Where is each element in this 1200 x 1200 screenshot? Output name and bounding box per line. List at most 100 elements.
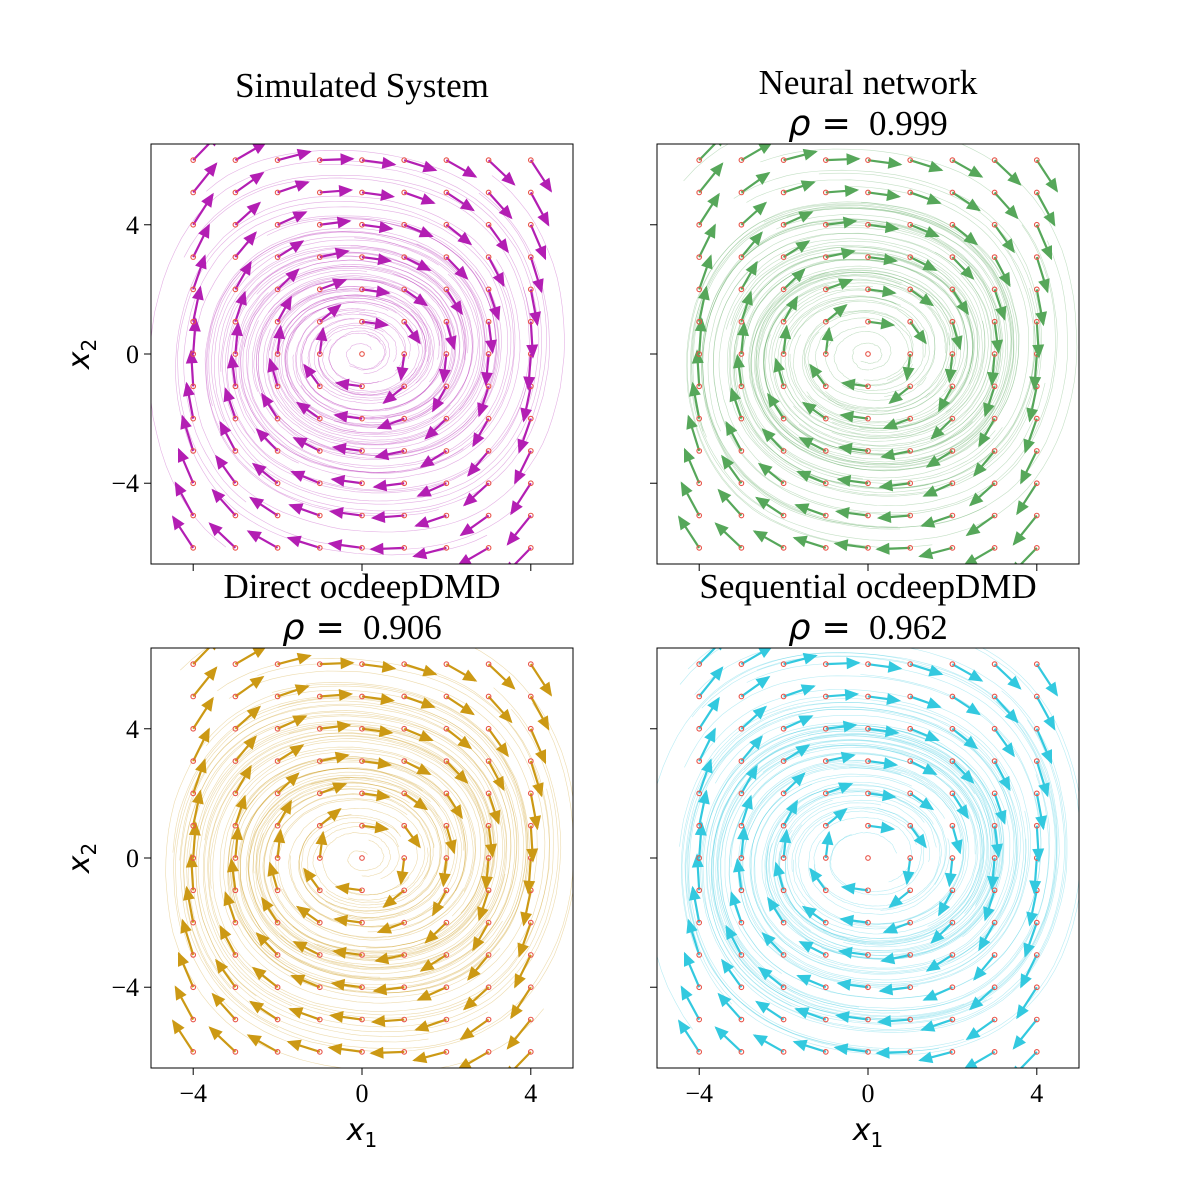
arrow-head: [1035, 815, 1047, 831]
arrow: [485, 318, 497, 355]
arrow-head: [396, 366, 409, 382]
arrow: [794, 503, 829, 519]
arrow-head: [485, 339, 497, 355]
arrow-head: [372, 983, 388, 996]
start-point: [359, 984, 365, 991]
trajectory-line: [322, 832, 410, 896]
arrow-head: [721, 454, 735, 470]
arrow: [878, 479, 914, 492]
arrow-head: [800, 180, 816, 192]
start-point: [232, 448, 239, 454]
arrow: [822, 304, 848, 325]
start-point: [443, 318, 450, 325]
arrow: [1033, 189, 1056, 227]
start-point: [316, 544, 323, 551]
start-point: [738, 415, 745, 422]
start-point: [949, 758, 956, 764]
arrow: [678, 515, 703, 551]
arrow: [907, 189, 942, 205]
arrow-head: [492, 775, 505, 792]
arrow-head: [809, 363, 823, 379]
arrow-head: [882, 285, 897, 298]
arrow-head: [707, 192, 720, 208]
arrow: [1014, 544, 1040, 564]
start-point: [190, 286, 197, 293]
arrow: [374, 952, 408, 965]
trajectory-line: [773, 790, 941, 931]
arrow-head: [333, 914, 348, 927]
arrow: [938, 383, 956, 413]
start-point: [527, 919, 534, 926]
arrow: [316, 782, 348, 797]
arrow: [510, 480, 534, 516]
arrow-head: [340, 153, 355, 166]
arrow-head: [922, 259, 938, 271]
arrow: [219, 420, 239, 454]
arrow-head: [329, 1011, 344, 1023]
arrow-head: [418, 730, 434, 742]
arrow: [416, 480, 450, 497]
arrow-head: [377, 253, 393, 266]
trajectory-line: [741, 259, 996, 479]
arrow: [190, 192, 214, 228]
arrow: [949, 157, 984, 178]
trajectory-line: [808, 817, 951, 915]
start-point: [190, 512, 197, 519]
start-point: [316, 254, 323, 260]
arrow-head: [698, 789, 710, 805]
arrow: [261, 896, 281, 926]
arrow: [696, 144, 722, 164]
arrow-head: [498, 708, 513, 724]
arrow-head: [459, 523, 475, 537]
arrow-head: [737, 321, 749, 337]
arrow: [725, 420, 745, 454]
start-point: [443, 512, 450, 519]
arrow-head: [922, 763, 938, 775]
start-point: [696, 661, 703, 668]
start-point: [485, 790, 492, 797]
arrow: [918, 1048, 956, 1064]
arrow: [1016, 984, 1040, 1020]
arrow-head: [796, 470, 812, 482]
arrow: [316, 185, 354, 197]
arrow: [274, 715, 308, 732]
arrow-head: [741, 794, 753, 810]
start-point: [949, 952, 956, 958]
arrow: [918, 544, 956, 560]
trajectory-line: [267, 273, 447, 412]
start-point: [865, 855, 871, 861]
arrow: [1033, 286, 1047, 327]
arrow: [696, 162, 724, 196]
arrow: [485, 189, 513, 220]
arrow-head: [463, 996, 478, 1011]
arrow-head: [334, 751, 350, 764]
arrow: [359, 725, 394, 738]
arrow-head: [438, 368, 451, 384]
start-point: [316, 725, 323, 732]
trajectory-line: [784, 296, 952, 434]
arrow: [738, 764, 758, 797]
arrow: [821, 830, 834, 861]
arrow: [729, 891, 745, 926]
start-point: [991, 512, 998, 519]
arrow: [1012, 1016, 1040, 1050]
start-point: [359, 952, 365, 958]
arrow-head: [188, 821, 201, 836]
quiver-arrows: [172, 648, 552, 1068]
trajectory-line: [240, 265, 464, 474]
start-point: [780, 512, 787, 519]
start-point: [780, 318, 787, 325]
arrow-head: [416, 259, 432, 271]
arrow: [232, 144, 266, 164]
arrow: [737, 321, 749, 357]
arrow-head: [454, 265, 469, 280]
arrow-head: [192, 789, 204, 805]
start-point: [232, 415, 239, 422]
arrow: [401, 254, 432, 272]
arrow-head: [741, 290, 753, 306]
arrow: [696, 285, 710, 325]
start-point: [359, 693, 365, 700]
trajectory-line: [715, 739, 988, 1017]
start-point: [274, 480, 281, 487]
start-point: [316, 415, 323, 422]
